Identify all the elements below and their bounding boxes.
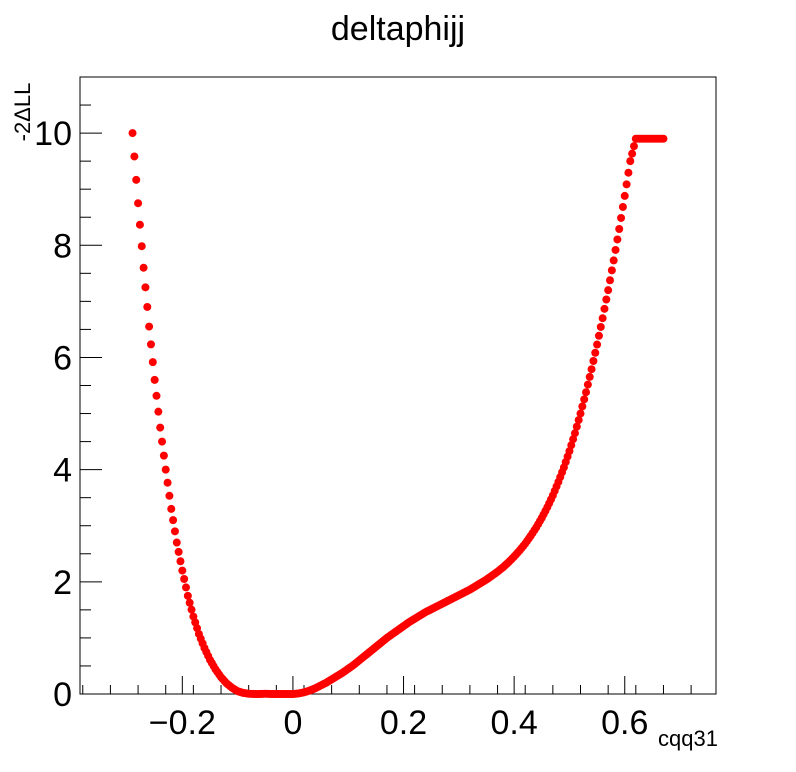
data-point	[130, 152, 139, 161]
data-point	[591, 348, 600, 357]
data-point	[169, 516, 178, 525]
data-point	[141, 283, 150, 292]
data-point	[135, 220, 144, 229]
data-point	[128, 129, 137, 138]
y-axis-label: -2ΔLL	[10, 83, 35, 142]
data-point	[593, 340, 602, 349]
data-point	[132, 175, 141, 184]
data-point	[176, 557, 185, 566]
data-point	[167, 504, 176, 513]
x-axis: −0.2 0 0.2 0.4 0.6	[82, 676, 692, 742]
data-point	[622, 180, 631, 189]
data-point	[618, 202, 627, 211]
data-point	[604, 286, 613, 295]
plot-border	[79, 76, 717, 695]
data-point	[158, 437, 167, 446]
data-point	[172, 538, 181, 547]
data-point	[165, 491, 174, 500]
data-point	[617, 213, 626, 222]
data-point	[578, 402, 587, 411]
data-point	[574, 416, 583, 425]
data-point	[626, 157, 635, 166]
data-point	[174, 547, 183, 556]
data-point	[152, 391, 161, 400]
data-point	[606, 276, 614, 285]
y-tick-label: 2	[53, 564, 72, 602]
data-point	[145, 322, 154, 331]
data-point	[139, 263, 148, 272]
data-point	[182, 583, 190, 592]
data-point	[178, 566, 187, 575]
data-point	[620, 191, 629, 200]
data-point	[156, 423, 165, 432]
data-point	[580, 395, 589, 404]
y-axis: 0 2 4 6 8 10	[34, 76, 102, 714]
data-point	[598, 314, 607, 323]
data-point	[629, 142, 638, 151]
chart-title: deltaphijj	[331, 10, 465, 48]
data-point	[137, 242, 146, 251]
x-axis-label: cqq31	[658, 726, 718, 751]
data-point	[159, 451, 168, 460]
x-tick-label: 0.4	[491, 704, 538, 742]
data-point	[183, 591, 192, 600]
data-point	[148, 358, 157, 367]
data-point	[583, 380, 592, 389]
x-tick-label: −0.2	[149, 704, 216, 742]
data-point	[570, 429, 579, 438]
y-tick-label: 0	[53, 676, 72, 714]
data-point	[161, 465, 170, 474]
data-point	[594, 331, 603, 340]
data-point	[611, 245, 620, 254]
data-point	[163, 478, 172, 487]
x-tick-label: 0.6	[601, 704, 648, 742]
data-point	[624, 168, 633, 177]
data-point	[607, 266, 616, 275]
data-point	[589, 357, 598, 366]
data-point	[576, 409, 585, 418]
x-tick-label: 0	[283, 704, 302, 742]
data-point	[615, 225, 624, 234]
x-tick-label: 0.2	[380, 704, 427, 742]
data-point	[587, 365, 596, 374]
data-point	[585, 372, 594, 381]
data-point	[602, 295, 611, 304]
data-point	[154, 407, 163, 416]
data-point	[150, 375, 159, 384]
y-tick-label: 8	[53, 227, 72, 265]
data-point	[609, 256, 618, 265]
data-point	[659, 134, 668, 143]
plot-frame	[79, 76, 717, 695]
data-point	[187, 605, 196, 614]
data-point	[572, 422, 581, 431]
data-point	[185, 598, 194, 607]
data-point	[613, 235, 622, 244]
data-point	[143, 302, 152, 311]
y-tick-label: 4	[53, 452, 72, 490]
y-tick-label: 10	[34, 115, 72, 153]
data-series	[128, 129, 668, 698]
data-point	[134, 199, 143, 208]
data-point	[180, 575, 189, 584]
data-point	[146, 340, 155, 349]
data-point	[628, 149, 637, 158]
data-point	[600, 304, 609, 313]
data-point	[582, 388, 591, 397]
data-point	[170, 527, 179, 536]
y-tick-label: 6	[53, 339, 72, 377]
data-point	[596, 322, 605, 331]
